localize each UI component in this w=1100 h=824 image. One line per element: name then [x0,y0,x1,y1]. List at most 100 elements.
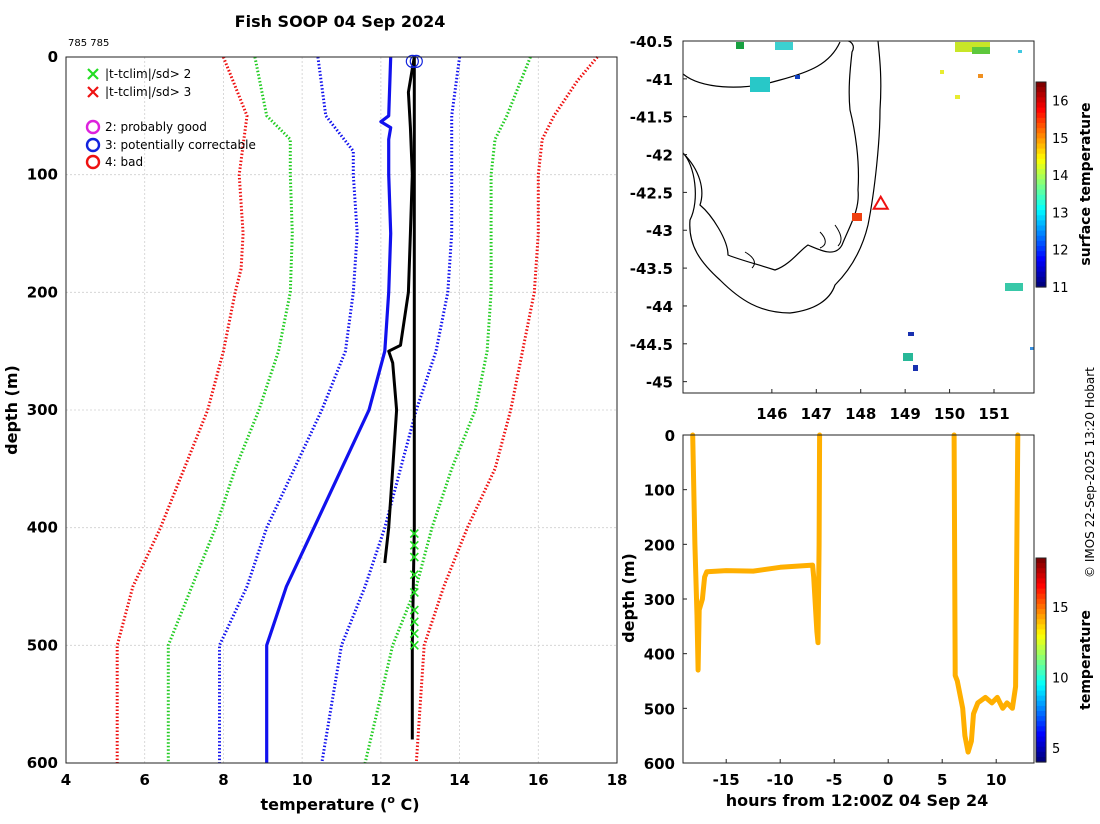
sst-pixel [1018,50,1022,53]
map-ytick-label: -42 [646,147,673,165]
timeseries-colorbar-segment [1036,751,1046,758]
map-ytick-label: -44 [646,298,673,316]
map-colorbar-segment [1036,220,1046,227]
profile-grid [65,56,618,764]
map-xtick-label: 147 [801,405,832,423]
sst-pixel [913,365,918,371]
map-colorbar-segment [1036,164,1046,170]
map-xtick-label: 150 [934,405,965,423]
profile-series-clim-2sd [166,56,294,763]
profile-xlabel: temperature (o C) [260,793,419,814]
map-colorbar-label: surface temperature [1078,102,1094,265]
map-panel: 146 147 148 149 150 151 -40.5 -41 -41.5 -42 -42.5 -… [630,33,1094,423]
profile-ticks: 4 6 8 10 12 14 16 18 0 100 200 300 400 500 600 [27,48,628,789]
timeseries-colorbar-segment [1036,568,1046,574]
map-colorbar-segment [1036,174,1046,180]
map-ytick-label: -40.5 [630,33,673,51]
legend-label: 4: bad [105,155,143,169]
map-colorbar-segment [1036,276,1046,283]
timeseries-colorbar-segment [1036,583,1046,590]
map-colorbar-segment [1036,266,1046,273]
map-xtick-label: 146 [756,405,787,423]
profile-series-group [115,56,599,764]
map-xtick-label: 149 [889,405,920,423]
map-ytick-label: -43.5 [630,260,673,278]
timeseries-colorbar-tick-label: 10 [1052,672,1069,687]
map-colorbar-frame [1035,81,1047,288]
sst-pixel [940,70,944,74]
profile-series-clim-2sd [363,56,532,764]
profile-xtick-label: 10 [292,771,313,789]
timeseries-colorbar-segment [1036,603,1046,610]
profile-xtick-label: 12 [370,771,391,789]
timeseries-xtick-label: -15 [713,771,740,789]
timeseries-colorbar-segment [1036,711,1046,717]
timeseries-colorbar-segment [1036,685,1046,692]
profile-xtick-label: 14 [449,771,470,789]
timeseries-colorbar-segment [1036,660,1046,666]
map-colorbar-segment [1036,179,1046,186]
timeseries-colorbar-segment [1036,634,1046,641]
legend-label: |t-tclim|/sd> 3 [105,85,191,99]
profile-flag-markers [405,54,423,650]
timeseries-colorbar-tick-label: 15 [1052,601,1069,616]
map-colorbar-segment [1036,251,1046,257]
profile-series-clim-3sd [414,56,599,764]
timeseries-colorbar-segment [1036,721,1046,727]
timeseries-colorbar-segment [1036,690,1046,697]
cruise-tag: 785 785 [68,38,109,49]
sst-pixel [972,47,990,54]
map-colorbar: 11 12 13 14 15 16 [1035,81,1069,296]
timeseries-xtick-label: 5 [937,771,947,789]
profile-legend: |t-tclim|/sd> 2 |t-tclim|/sd> 3 2: probabl… [85,67,256,170]
map-colorbar-segment [1036,158,1046,165]
timeseries-colorbar-segment [1036,609,1046,615]
sst-pixel [795,75,800,79]
sst-pixel [736,42,744,49]
profile-ytick-label: 0 [48,48,58,66]
timeseries-colorbar-segment [1036,726,1046,732]
timeseries-ytick-label: 500 [644,700,675,718]
map-colorbar-segment [1036,153,1046,160]
legend-circle-marker [85,154,101,170]
legend-label: 3: potentially correctable [105,138,256,152]
timeseries-colorbar-segment [1036,629,1046,636]
legend-x-marker [87,68,99,80]
map-colorbar-segment [1036,215,1046,221]
sst-pixel [775,42,793,50]
map-colorbar-segment [1036,199,1046,206]
timeseries-ytick-label: 200 [644,536,675,554]
timeseries-ytick-label: 300 [644,591,675,609]
timeseries-xtick-label: 0 [883,771,893,789]
map-colorbar-tick-label: 13 [1052,206,1069,221]
map-colorbar-segment [1036,281,1046,288]
map-xtick-label: 151 [978,405,1009,423]
sst-pixel [1030,347,1034,350]
timeseries-colorbar-segment [1036,716,1046,722]
map-colorbar-segment [1036,92,1046,98]
timeseries-colorbar-segment [1036,700,1046,707]
map-colorbar-segment [1036,138,1046,145]
profile-panel: 4 6 8 10 12 14 16 18 0 100 200 300 400 500 600 tempera… [2,48,627,814]
legend-label: 2: probably good [105,120,207,134]
profile-ytick-label: 100 [27,166,58,184]
map-colorbar-segment [1036,205,1046,211]
map-colorbar-segment [1036,235,1046,242]
map-profile-marker-triangle [871,194,890,210]
map-colorbar-segment [1036,117,1046,124]
profile-ytick-label: 600 [27,754,58,772]
timeseries-ylabel: depth (m) [619,553,638,643]
legend-label: |t-tclim|/sd> 2 [105,67,191,81]
map-colorbar-tick-label: 15 [1052,132,1069,147]
shelf-contour [683,41,882,314]
map-colorbar-segment [1036,107,1046,114]
map-ticks: 146 147 148 149 150 151 -40.5 -41 -41.5 -42 -42.5 -… [630,33,1010,423]
timeseries-colorbar-segment [1036,639,1046,646]
profile-ytick-label: 300 [27,401,58,419]
map-colorbar-segment [1036,133,1046,139]
map-frame [682,40,1035,394]
timeseries-ytick-label: 600 [644,755,675,773]
map-colorbar-tick-label: 11 [1052,281,1069,296]
